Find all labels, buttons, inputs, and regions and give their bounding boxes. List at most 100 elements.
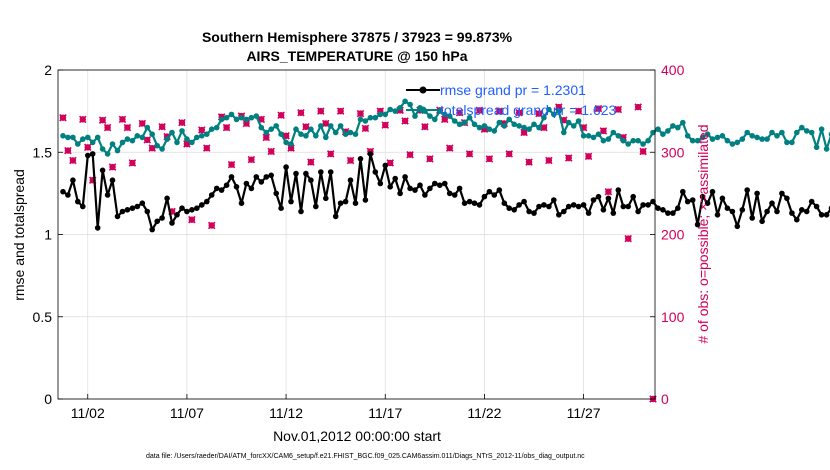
rmse-point [531, 210, 537, 216]
obs-assimilated-point [222, 123, 231, 132]
rmse-point [684, 198, 691, 205]
obs-assimilated-point [594, 104, 603, 113]
totalspread-point [332, 129, 339, 136]
rmse-point [204, 198, 210, 205]
x-tick-label: 11/02 [71, 405, 105, 421]
totalspread-point [253, 113, 260, 119]
totalspread-point [402, 98, 408, 105]
rmse-point [729, 208, 736, 215]
obs-assimilated-point [599, 127, 608, 135]
totalspread-point [129, 137, 136, 144]
totalspread-point [803, 128, 810, 134]
totalspread-point [704, 131, 711, 137]
obs-assimilated-point [108, 163, 117, 171]
obs-assimilated-point [505, 150, 513, 158]
obs-assimilated-point [69, 156, 77, 165]
rmse-point [565, 203, 572, 210]
rmse-point [714, 212, 721, 218]
rmse-point [794, 216, 800, 223]
legend: rmse grand pr = 1.2301 totalspread grand… [406, 82, 617, 118]
obs-assimilated-point [128, 159, 137, 167]
rmse-point [734, 223, 741, 230]
totalspread-point [794, 129, 800, 136]
totalspread-point [303, 133, 309, 139]
rmse-point [551, 197, 557, 203]
totalspread-point [575, 118, 582, 124]
rmse-point [595, 193, 602, 200]
obs-assimilated-point [321, 119, 330, 128]
obs-assimilated-point [317, 107, 325, 115]
rmse-point [744, 187, 750, 193]
rmse-point [377, 180, 384, 187]
rmse-point [823, 212, 830, 218]
rmse-point [323, 195, 329, 202]
totalspread-point [204, 131, 210, 137]
totalspread-point [709, 136, 716, 142]
rmse-point [308, 177, 314, 183]
rmse-point [630, 193, 636, 200]
rmse-point [779, 190, 785, 197]
totalspread-point [655, 126, 661, 132]
rmse-point [119, 208, 126, 215]
totalspread-point [323, 134, 329, 141]
rmse-point [278, 205, 284, 211]
totalspread-point [556, 108, 562, 114]
rmse-point [189, 207, 195, 213]
totalspread-point [481, 123, 488, 129]
totalspread-point [199, 133, 205, 139]
obs-assimilated-point [574, 107, 583, 115]
rmse-point [402, 174, 408, 180]
obs-assimilated-point [188, 215, 196, 224]
obs-assimilated-point [118, 115, 127, 124]
totalspread-point [744, 129, 750, 136]
totalspread-point [536, 124, 542, 131]
totalspread-point [243, 116, 250, 123]
obs-assimilated-point [302, 122, 310, 131]
totalspread-point [387, 106, 394, 113]
totalspread-point [273, 123, 280, 129]
rmse-point [789, 210, 795, 216]
rmse-point [689, 197, 696, 203]
totalspread-point [620, 137, 627, 144]
totalspread-point [729, 141, 736, 147]
rmse-point [149, 226, 155, 233]
legend-rmse-label: rmse grand pr = 1.2301 [440, 82, 586, 98]
totalspread-point [546, 106, 552, 113]
footer-data-file: data file: /Users/raeder/DAI/ATM_forcXX/… [146, 453, 585, 460]
totalspread-point [486, 126, 493, 132]
totalspread-point [139, 134, 146, 141]
totalspread-point [442, 111, 448, 118]
rmse-point [506, 205, 512, 211]
totalspread-point [85, 134, 91, 141]
totalspread-point [590, 134, 597, 141]
rmse-point [491, 192, 498, 198]
rmse-point [546, 203, 552, 210]
obs-assimilated-point [287, 144, 295, 152]
rmse-point [85, 152, 91, 159]
totalspread-point [451, 118, 458, 124]
rmse-point [327, 169, 334, 175]
rmse-point [655, 205, 661, 211]
obs-assimilated-point [386, 159, 394, 167]
totalspread-point [352, 131, 359, 137]
rmse-point [561, 208, 567, 215]
rmse-point [784, 195, 790, 202]
rmse-point [446, 190, 453, 197]
rmse-point [580, 202, 587, 208]
totalspread-point [516, 123, 522, 129]
totalspread-point [719, 133, 726, 139]
rmse-point [218, 187, 225, 193]
totalspread-point [541, 114, 547, 121]
totalspread-point [680, 119, 686, 126]
totalspread-point [739, 136, 746, 142]
rmse-point [223, 182, 230, 188]
totalspread-point [585, 133, 592, 139]
rmse-point [536, 203, 542, 210]
y-tick-label: 0.5 [33, 309, 53, 325]
obs-assimilated-point [426, 155, 434, 163]
totalspread-point [734, 139, 741, 146]
obs-assimilated-point [555, 103, 563, 111]
totalspread-point [268, 126, 275, 132]
rmse-point [625, 203, 631, 210]
rmse-point [570, 202, 577, 208]
